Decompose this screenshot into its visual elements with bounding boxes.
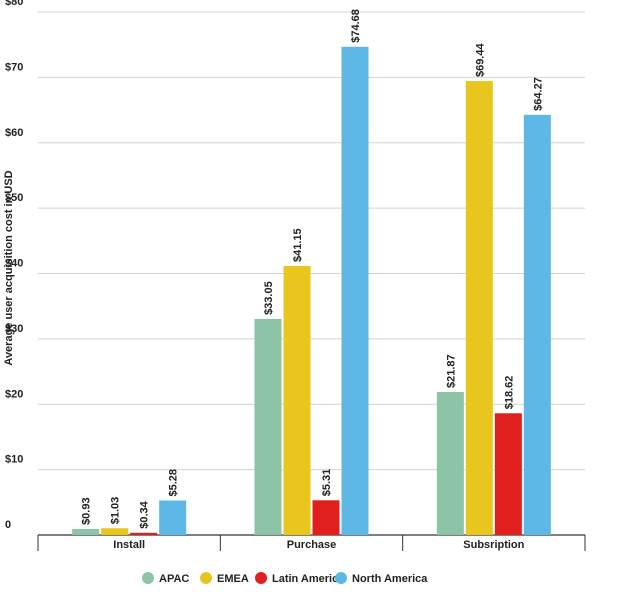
bar [494,413,522,535]
bar [159,500,187,535]
data-label: $64.27 [532,77,544,111]
data-label: $0.34 [139,500,151,528]
legend-marker [200,572,212,584]
x-tick-label: Subsription [463,539,524,551]
y-tick-label: $60 [5,127,23,139]
y-tick-label: $70 [5,61,23,73]
bar [101,528,129,535]
bar [312,500,340,535]
bar [130,532,158,535]
legend-label: APAC [159,573,189,585]
y-tick-label: $40 [5,258,23,270]
legend-label: North America [352,573,428,585]
bar [254,318,282,535]
data-label: $74.68 [350,9,362,43]
bar [523,114,551,536]
legend-marker [255,572,267,584]
bar [72,528,100,535]
y-tick-label: 0 [5,519,11,531]
bar [465,81,493,535]
y-tick-label: $30 [5,323,23,335]
y-tick-label: $10 [5,454,23,466]
bar [436,392,464,535]
y-axis-title: Average user acquisition cost in USD [3,170,15,365]
data-label: $5.28 [168,469,180,497]
data-label: $69.44 [474,43,486,78]
y-tick-label: $50 [5,192,23,204]
legend-marker [335,572,347,584]
y-tick-label: $80 [5,0,23,8]
data-label: $33.05 [263,281,275,315]
legend-label: Latin America [272,573,345,585]
data-label: $21.87 [445,354,457,388]
legend-label: EMEA [217,573,249,585]
data-label: $18.62 [503,376,515,410]
y-tick-label: $20 [5,388,23,400]
data-label: $0.93 [81,497,93,525]
bar [341,46,369,535]
x-tick-label: Install [113,539,145,551]
legend-marker [142,572,154,584]
data-label: $41.15 [292,228,304,262]
data-label: $5.31 [321,469,333,497]
data-label: $1.03 [110,497,122,525]
bar [283,265,311,535]
x-tick-label: Purchase [287,539,337,551]
